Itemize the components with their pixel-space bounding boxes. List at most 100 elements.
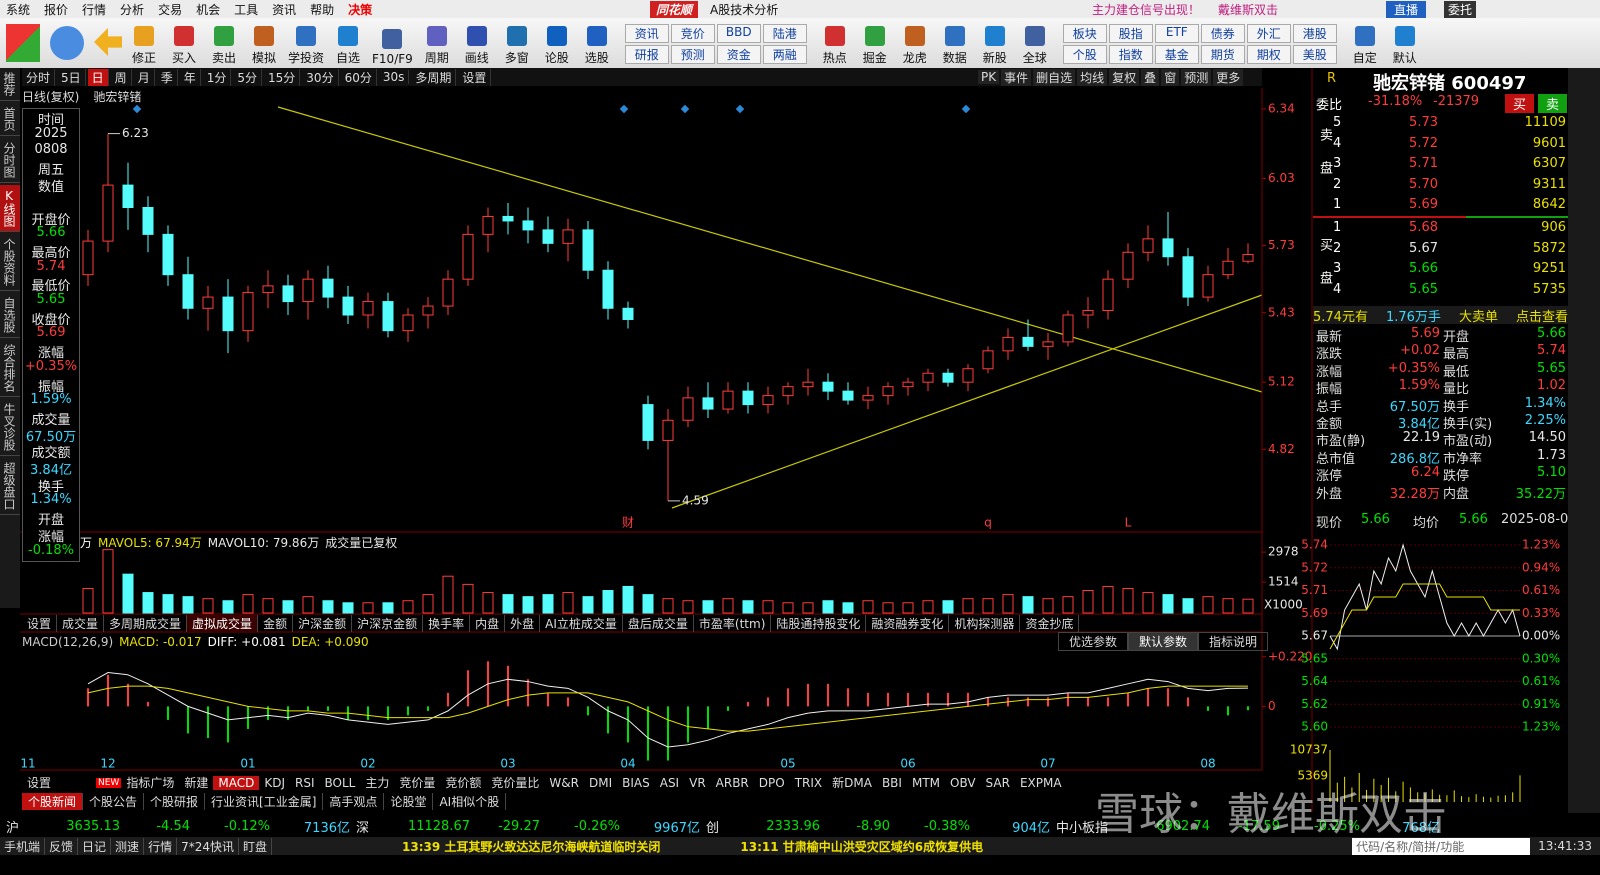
toolbar-grid-button[interactable]: 个股 — [1062, 45, 1107, 64]
indicator-tab[interactable]: 资金抄底 — [1020, 615, 1080, 632]
indicator-tab[interactable]: 金额 — [258, 615, 294, 632]
period-tab[interactable]: 30s — [379, 70, 410, 84]
toolbar-button[interactable]: 自选 — [330, 26, 366, 66]
side-tab[interactable]: 综合排名 — [0, 340, 20, 397]
menu-item[interactable]: 报价 — [44, 2, 69, 17]
toolbar-button[interactable]: 自定 — [1347, 26, 1383, 66]
indicator-button[interactable]: SAR — [985, 775, 1010, 790]
toolbar-grid-button[interactable]: 竞价 — [670, 24, 715, 43]
status-button[interactable]: 7*24快讯 — [177, 837, 239, 855]
indicator-button[interactable]: ASI — [659, 775, 680, 790]
toolbar-button[interactable]: 修正 — [126, 26, 162, 66]
param-tab[interactable]: 优选参数 — [1058, 632, 1129, 651]
indicator-tab[interactable]: 成交量 — [57, 615, 105, 632]
toolbar-grid-button[interactable]: BBD — [716, 24, 761, 43]
period-tab[interactable]: 1分 — [203, 68, 232, 86]
period-tab[interactable]: 5分 — [233, 68, 263, 86]
menu-item[interactable]: 资讯 — [272, 2, 297, 17]
side-tab[interactable]: 自选股 — [0, 293, 20, 338]
indicator-tab[interactable]: AI立桩成交量 — [540, 615, 623, 632]
signal-link[interactable]: 主力建仓信号出现！ — [1092, 2, 1201, 17]
toolbar-button[interactable]: 新股 — [977, 26, 1013, 66]
big-order-text[interactable]: 大卖单 — [1458, 310, 1498, 325]
period-tab[interactable]: 30分 — [302, 68, 339, 86]
toolbar-grid-button[interactable]: ETF — [1154, 24, 1199, 43]
indicator-button[interactable]: 新建 — [184, 776, 209, 790]
search-box[interactable]: 代码/名称/简拼/功能 — [1352, 837, 1531, 855]
indicator-tab[interactable]: 多周期成交量 — [104, 615, 188, 632]
app-logo[interactable] — [6, 24, 40, 62]
big-order-text[interactable]: 5.74元有 — [1313, 310, 1368, 325]
period-tab[interactable]: 周 — [111, 68, 132, 86]
news-tab[interactable]: 个股新闻 — [22, 793, 84, 810]
status-button[interactable]: 日记 — [78, 837, 112, 855]
toolbar-grid-button[interactable]: 资讯 — [624, 24, 669, 43]
indicator-button[interactable]: ARBR — [715, 775, 749, 790]
indicator-button[interactable]: TRIX — [794, 775, 823, 790]
side-tab[interactable]: 超级盘口 — [0, 458, 20, 515]
toolbar-grid-button[interactable]: 两融 — [762, 45, 807, 64]
menu-item[interactable]: 工具 — [234, 2, 259, 17]
live-button[interactable]: 直播 — [1386, 0, 1427, 18]
indicator-tab[interactable]: 盘后成交量 — [623, 615, 694, 632]
indicator-button[interactable]: 设置 — [27, 776, 52, 790]
toolbar-grid-button[interactable]: 外汇 — [1246, 24, 1291, 43]
indicator-tab[interactable]: 市盈率(ttm) — [694, 615, 772, 632]
chart-tool[interactable]: 窗 — [1161, 68, 1180, 86]
chart-tool[interactable]: 事件 — [1001, 68, 1032, 86]
indicator-tab[interactable]: 机构探测器 — [949, 615, 1021, 632]
toolbar-grid-button[interactable]: 期权 — [1246, 45, 1291, 64]
toolbar-grid-button[interactable]: 陆港 — [762, 24, 807, 43]
news-tab[interactable]: AI相似个股 — [433, 793, 507, 810]
indicator-tab[interactable]: 沪深京金额 — [352, 615, 424, 632]
indicator-tab[interactable]: 沪深金额 — [293, 615, 353, 632]
toolbar-grid-button[interactable]: 美股 — [1292, 45, 1337, 64]
menu-item[interactable]: 交易 — [158, 2, 183, 17]
indicator-button[interactable]: MTM — [911, 775, 941, 790]
toolbar-button[interactable]: 多窗 — [499, 26, 535, 66]
news-tab[interactable]: 高手观点 — [323, 793, 385, 810]
indicator-button[interactable]: BBI — [881, 775, 902, 790]
indicator-tab[interactable]: 换手率 — [423, 615, 471, 632]
indicator-button[interactable]: 竞价量 — [399, 776, 436, 790]
period-tab[interactable]: 60分 — [341, 68, 377, 86]
toolbar-button[interactable]: 学投资 — [286, 26, 326, 66]
param-tab[interactable]: 默认参数 — [1128, 632, 1199, 651]
period-tab[interactable]: 日 — [87, 68, 109, 86]
period-tab[interactable]: 设置 — [458, 68, 492, 86]
period-tab[interactable]: 分时 — [22, 68, 56, 86]
status-button[interactable]: 盯盘 — [239, 837, 272, 855]
chart-tool[interactable]: 复权 — [1109, 68, 1140, 86]
back-icon[interactable] — [94, 28, 122, 56]
toolbar-button[interactable]: 周期 — [419, 26, 455, 66]
toolbar-grid-button[interactable]: 债券 — [1200, 24, 1245, 43]
indicator-tab[interactable]: 设置 — [22, 615, 58, 632]
status-button[interactable]: 行情 — [144, 837, 178, 855]
param-tab[interactable]: 指标说明 — [1198, 632, 1269, 651]
big-order-text[interactable]: 点击查看 — [1515, 310, 1568, 325]
news-tab[interactable]: 论股堂 — [384, 793, 434, 810]
period-tab[interactable]: 月 — [134, 68, 155, 86]
indicator-button[interactable]: DMI — [588, 775, 613, 790]
news-tab[interactable]: 行业资讯[工业金属] — [205, 793, 324, 810]
toolbar-button[interactable]: F10/F9 — [370, 29, 415, 66]
side-tab[interactable]: 推荐 — [0, 68, 20, 101]
toolbar-grid-button[interactable]: 指数 — [1108, 45, 1153, 64]
toolbar-button[interactable]: 默认 — [1387, 26, 1423, 66]
sell-button[interactable]: 卖 — [1538, 94, 1568, 113]
indicator-tab[interactable]: 外盘 — [505, 615, 541, 632]
menu-item[interactable]: 帮助 — [310, 2, 335, 17]
indicator-button[interactable]: KDJ — [264, 775, 286, 790]
toolbar-grid-button[interactable]: 股指 — [1108, 24, 1153, 43]
indicator-button[interactable]: DPO — [758, 775, 785, 790]
big-order-text[interactable]: 1.76万手 — [1385, 310, 1441, 325]
toolbar-grid-button[interactable]: 预测 — [670, 45, 715, 64]
indicator-button[interactable]: 指标广场 — [126, 776, 175, 790]
indicator-button[interactable]: 竞价量比 — [491, 776, 540, 790]
toolbar-button[interactable]: 热点 — [817, 26, 853, 66]
side-tab[interactable]: 个股资料 — [0, 234, 20, 291]
toolbar-button[interactable]: 数据 — [937, 26, 973, 66]
toolbar-button[interactable]: 模拟 — [246, 26, 282, 66]
indicator-button[interactable]: BIAS — [622, 775, 650, 790]
period-tab[interactable]: 年 — [180, 68, 201, 86]
